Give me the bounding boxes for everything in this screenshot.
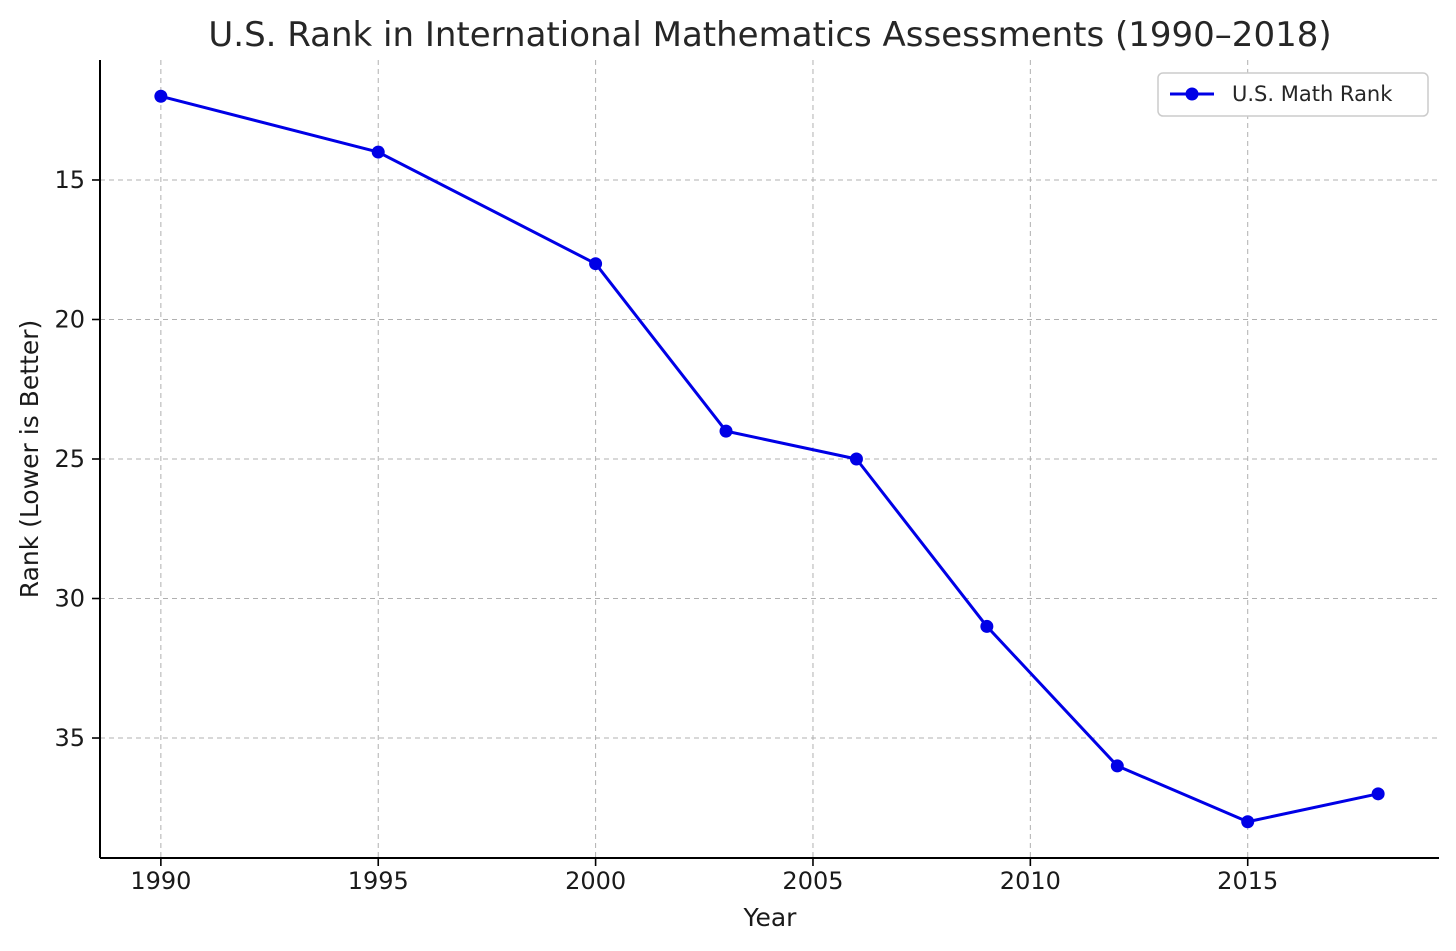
y-tick-label: 20: [54, 305, 85, 333]
data-point: [849, 452, 863, 466]
x-axis-label: Year: [743, 903, 798, 932]
legend-label: U.S. Math Rank: [1232, 82, 1393, 106]
gridlines: [100, 60, 1439, 858]
data-point: [980, 619, 994, 633]
x-tick-label: 2010: [1000, 867, 1061, 895]
data-point: [1241, 815, 1255, 829]
x-tick-label: 1990: [130, 867, 191, 895]
data-point: [1110, 759, 1124, 773]
data-point: [719, 424, 733, 438]
data-point: [1371, 787, 1385, 801]
y-tick-label: 30: [54, 585, 85, 613]
data-point: [589, 257, 603, 271]
legend-box: [1157, 72, 1429, 117]
x-tick-label: 2005: [782, 867, 843, 895]
data-point: [154, 89, 168, 103]
x-tick-label: 1995: [348, 867, 409, 895]
x-tick-label: 2015: [1217, 867, 1278, 895]
y-tick-label: 25: [54, 445, 85, 473]
axis-ticks: 1990 1995 2000 2005 2010 2015 15 20 25 30 35: [54, 166, 1278, 895]
y-tick-label: 35: [54, 724, 85, 752]
x-tick-label: 2000: [565, 867, 626, 895]
y-tick-label: 15: [54, 166, 85, 194]
legend-marker-icon: [1185, 87, 1199, 101]
chart-title: U.S. Rank in International Mathematics A…: [208, 15, 1331, 55]
legend: U.S. Math Rank: [1157, 72, 1429, 117]
data-point: [371, 145, 385, 159]
series-layer: [154, 89, 1385, 829]
y-axis-label: Rank (Lower is Better): [15, 320, 44, 598]
